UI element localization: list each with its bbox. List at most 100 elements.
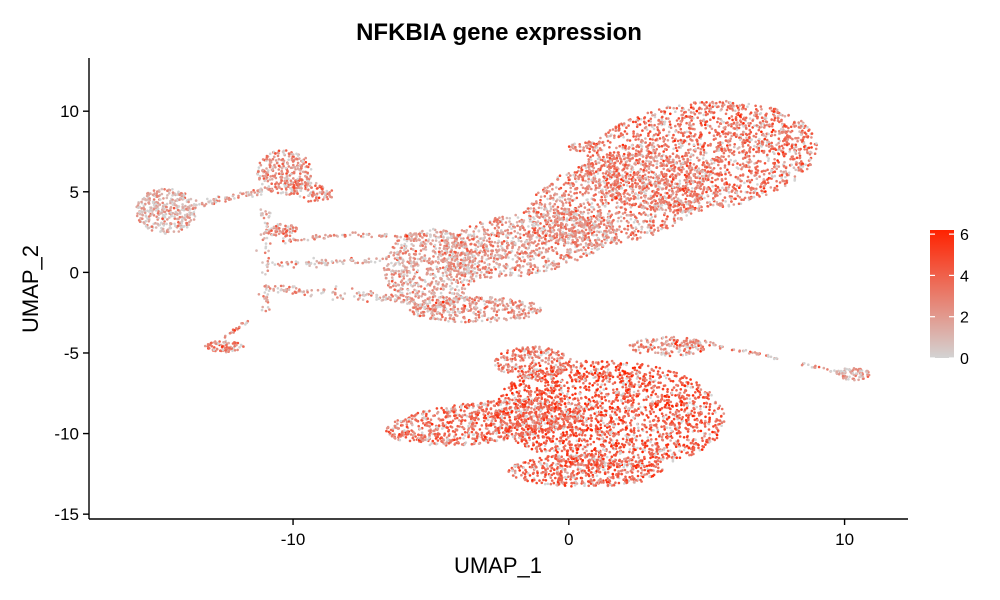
cell-point [706,187,709,190]
cell-point [542,213,545,216]
cell-point [423,287,426,291]
cell-point [741,166,744,169]
cell-point [456,260,460,264]
cell-point [593,174,597,178]
cell-point [458,297,461,301]
cell-point [712,134,716,137]
cell-point [583,206,587,209]
cell-point [778,120,781,124]
cell-point [437,296,441,299]
cell-point [732,150,736,153]
cell-point [763,137,767,141]
cell-point [690,153,693,156]
cell-point [689,106,693,109]
cell-point [724,135,727,138]
cell-point [653,209,657,213]
cell-point [385,257,388,261]
cell-point [640,149,643,153]
cell-point [569,174,572,177]
cell-point [453,237,457,240]
cell-point [587,235,590,239]
cell-point [436,310,440,314]
cell-point [775,164,778,167]
cell-point [520,244,524,247]
cell-point [426,310,430,313]
cell-point [749,191,752,195]
cell-point [484,243,487,247]
cell-point [497,233,500,236]
cell-point [586,198,589,201]
cell-point [692,163,696,166]
cell-point [486,228,489,232]
cell-point [685,182,689,186]
cell-point [453,254,457,258]
cell-point [790,145,794,148]
cell-point [617,151,620,154]
cell-point [535,201,538,205]
cell-point [788,150,791,153]
cell-point [490,271,494,275]
cell-point [669,184,672,188]
cell-point [448,317,452,320]
cell-point [420,311,423,315]
cell-point [507,311,510,314]
cell-point [781,147,785,150]
cell-point [443,318,447,322]
cell-point [590,205,593,209]
cell-point [454,288,457,292]
cell-point [646,111,650,115]
cell-point [683,116,686,120]
cell-point [512,312,516,315]
cell-point [496,304,500,307]
cell-point [722,103,726,106]
cell-point [530,249,534,253]
cell-point [703,196,706,200]
cell-point [545,208,548,211]
cell-point [387,282,391,286]
cell-point [727,171,731,174]
cell-point [471,264,474,267]
cell-point [689,158,692,162]
cell-point [596,209,600,213]
cell-point [439,291,443,295]
cell-point [717,149,720,152]
cell-point [700,169,703,173]
cell-point [415,310,419,313]
cell-point [698,181,701,184]
cell-point [674,146,678,150]
cell-point [747,144,750,147]
cell-point [412,233,415,236]
cell-point [738,196,742,199]
cell-point [492,257,496,260]
cell-point [403,238,406,241]
cell-point [492,220,496,223]
cell-point [702,179,705,183]
cell-point [537,242,540,246]
cell-point [567,197,570,201]
cell-point [623,202,626,206]
cell-point [760,182,763,186]
cell-point [546,186,549,189]
cell-point [614,179,618,183]
cell-point [770,133,774,137]
cell-point [548,229,552,233]
cell-point [494,216,497,220]
cell-point [389,251,393,254]
cell-point [674,176,678,180]
cell-point [625,172,629,176]
cell-point [706,124,709,127]
cell-point [760,108,763,111]
cell-point [517,239,521,242]
cell-point [798,156,802,159]
cell-point [687,200,691,203]
cell-point [429,242,433,246]
cell-point [665,106,669,110]
cell-point [390,273,394,276]
cell-point [737,108,741,111]
cell-point [489,275,493,279]
cell-point [413,257,417,261]
cell-point [505,262,508,266]
cell-point [728,143,732,147]
cell-point [692,101,696,104]
cell-point [588,216,592,220]
